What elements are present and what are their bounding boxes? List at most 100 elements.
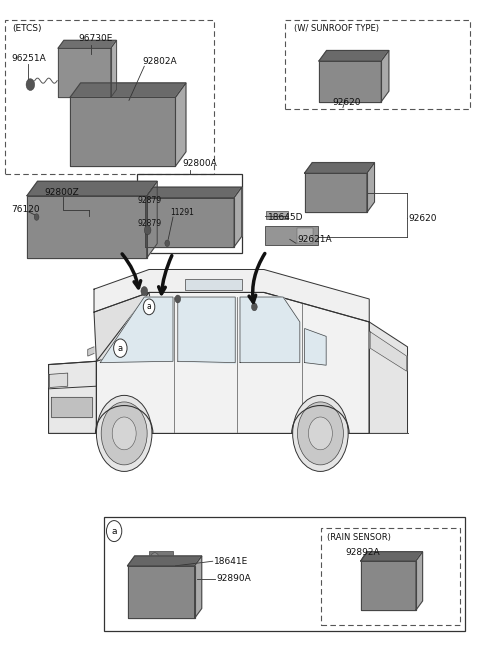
Text: (ETCS): (ETCS) [12, 24, 42, 33]
Polygon shape [51, 397, 92, 417]
Circle shape [107, 520, 122, 541]
Circle shape [112, 417, 136, 450]
Polygon shape [70, 97, 175, 166]
Text: a: a [111, 526, 117, 535]
Polygon shape [305, 163, 374, 173]
Bar [185, 279, 242, 290]
Polygon shape [369, 322, 408, 434]
Polygon shape [58, 40, 117, 48]
Bar [149, 551, 173, 566]
Circle shape [141, 286, 148, 296]
Text: 92879: 92879 [137, 196, 161, 205]
Text: 96251A: 96251A [11, 54, 46, 63]
Circle shape [144, 299, 155, 315]
Text: (W/ SUNROOF TYPE): (W/ SUNROOF TYPE) [294, 24, 379, 33]
Circle shape [114, 339, 127, 357]
Polygon shape [27, 181, 157, 196]
Bar [323, 72, 377, 97]
Polygon shape [240, 297, 300, 363]
Polygon shape [128, 566, 194, 618]
Circle shape [165, 240, 169, 246]
Circle shape [101, 402, 147, 465]
Bar [109, 124, 136, 157]
Text: 92892A: 92892A [345, 548, 380, 557]
Bar [149, 212, 230, 242]
Text: 76120: 76120 [11, 205, 40, 214]
Text: 92620: 92620 [332, 98, 360, 107]
Text: a: a [118, 344, 123, 353]
Circle shape [298, 402, 343, 465]
Bar [75, 122, 170, 160]
Polygon shape [70, 83, 186, 97]
Circle shape [34, 214, 39, 220]
Text: 92890A: 92890A [216, 574, 251, 583]
Polygon shape [305, 328, 326, 365]
Polygon shape [234, 187, 241, 247]
Text: 92802A: 92802A [142, 57, 177, 66]
Bar [309, 183, 363, 207]
Bar [104, 516, 465, 631]
Circle shape [26, 79, 35, 91]
Polygon shape [100, 297, 173, 363]
Text: 96730E: 96730E [78, 34, 113, 43]
Bar [337, 186, 360, 204]
Bar [297, 228, 313, 242]
Polygon shape [305, 173, 367, 212]
Polygon shape [194, 556, 202, 618]
Circle shape [151, 553, 159, 564]
Circle shape [252, 303, 257, 311]
Circle shape [144, 225, 151, 235]
Polygon shape [361, 552, 422, 561]
Bar [266, 211, 288, 219]
Polygon shape [94, 269, 369, 322]
Text: 92621A: 92621A [298, 235, 332, 244]
Bar [325, 75, 348, 94]
Circle shape [293, 396, 348, 472]
Text: 92620: 92620 [408, 214, 437, 223]
Polygon shape [367, 163, 374, 212]
Bar [322, 528, 460, 625]
Bar [363, 582, 413, 607]
Polygon shape [49, 373, 68, 388]
Polygon shape [178, 297, 235, 363]
Text: 92800Z: 92800Z [45, 188, 80, 196]
Bar [312, 186, 334, 204]
Polygon shape [27, 196, 147, 258]
Polygon shape [128, 556, 202, 566]
Polygon shape [175, 83, 186, 166]
Polygon shape [88, 347, 94, 356]
Bar [107, 220, 138, 249]
Polygon shape [48, 361, 96, 434]
Text: 18641E: 18641E [214, 556, 248, 566]
Bar [5, 20, 214, 174]
Polygon shape [145, 198, 234, 247]
Bar [60, 51, 108, 94]
Circle shape [309, 417, 332, 450]
Polygon shape [147, 181, 157, 258]
Polygon shape [361, 561, 416, 610]
Bar [286, 20, 470, 109]
Polygon shape [96, 292, 369, 434]
Polygon shape [416, 552, 422, 610]
Text: 18645D: 18645D [268, 213, 303, 221]
Bar [137, 174, 242, 253]
Text: 92800A: 92800A [182, 159, 217, 168]
Text: a: a [147, 302, 151, 311]
Bar [152, 215, 188, 239]
Circle shape [96, 396, 152, 472]
Bar [191, 215, 228, 239]
Bar [140, 124, 167, 157]
Text: 92879: 92879 [137, 219, 161, 228]
Bar [79, 124, 106, 157]
Bar [36, 220, 67, 249]
Text: 11291: 11291 [170, 208, 194, 217]
Bar [71, 220, 103, 249]
Polygon shape [145, 187, 241, 198]
Polygon shape [111, 40, 117, 97]
Polygon shape [48, 361, 96, 389]
Polygon shape [94, 292, 156, 361]
Text: (RAIN SENSOR): (RAIN SENSOR) [327, 533, 391, 542]
Bar [351, 75, 374, 94]
Bar [32, 217, 142, 252]
Circle shape [175, 295, 180, 303]
